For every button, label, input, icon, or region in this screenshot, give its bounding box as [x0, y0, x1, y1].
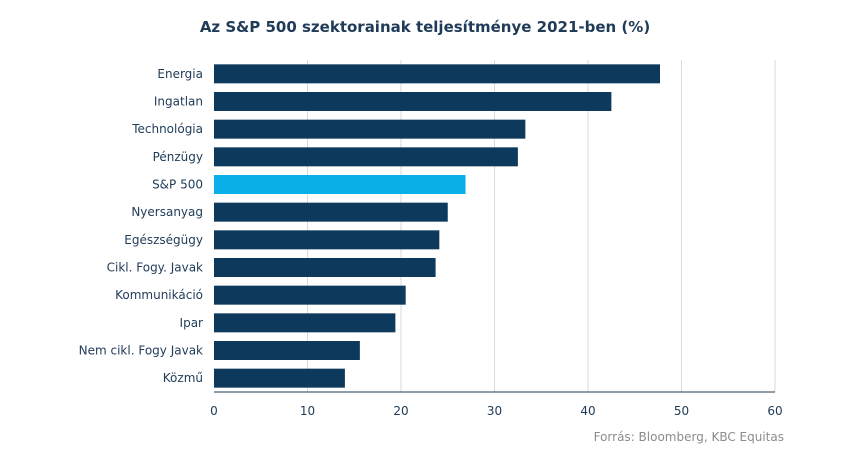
- bar: [214, 313, 396, 333]
- category-label: S&P 500: [152, 178, 203, 192]
- category-label: Egészségügy: [124, 233, 203, 247]
- bar: [214, 258, 436, 277]
- x-tick-label: 60: [767, 404, 782, 418]
- bar: [214, 230, 440, 250]
- x-axis-ticks: 0 10 20 30 40 50 60: [210, 404, 782, 418]
- category-label: Technológia: [131, 122, 203, 136]
- chart-title: Az S&P 500 szektorainak teljesítménye 20…: [199, 18, 651, 36]
- category-label: Ipar: [180, 316, 204, 330]
- category-label: Energia: [157, 67, 203, 81]
- bars: [214, 64, 660, 388]
- category-label: Cikl. Fogy. Javak: [107, 261, 203, 275]
- category-label: Pénzügy: [153, 150, 203, 164]
- bar: [214, 202, 448, 222]
- bar: [214, 175, 466, 194]
- category-label: Ingatlan: [154, 95, 203, 109]
- x-tick-label: 30: [487, 404, 502, 418]
- source-note: Forrás: Bloomberg, KBC Equitas: [593, 430, 784, 444]
- bar: [214, 119, 526, 139]
- bar: [214, 285, 406, 305]
- bar: [214, 368, 345, 388]
- category-labels: Energia Ingatlan Technológia Pénzügy S&P 500…: [79, 67, 203, 385]
- x-tick-label: 10: [300, 404, 315, 418]
- category-label: Kommunikáció: [115, 288, 203, 302]
- x-tick-label: 20: [393, 404, 408, 418]
- category-label: Közmű: [163, 371, 203, 385]
- category-label: Nem cikl. Fogy Javak: [79, 344, 203, 358]
- grid-lines: [214, 60, 776, 393]
- x-tick-label: 50: [674, 404, 689, 418]
- bar: [214, 64, 660, 84]
- bar: [214, 92, 612, 111]
- category-label: Nyersanyag: [131, 205, 203, 219]
- bar: [214, 147, 518, 167]
- x-tick-label: 40: [580, 404, 595, 418]
- x-tick-label: 0: [210, 404, 218, 418]
- bar: [214, 341, 360, 360]
